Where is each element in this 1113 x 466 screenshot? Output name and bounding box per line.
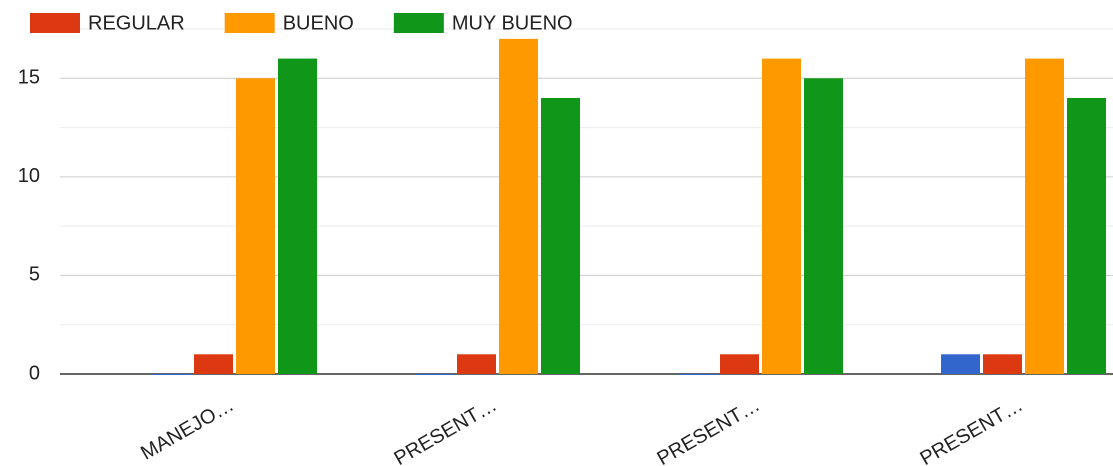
legend-label: REGULAR: [88, 12, 185, 34]
x-tick-label: PRESENT…: [391, 394, 501, 466]
legend-label: BUENO: [283, 12, 354, 34]
bar: [983, 354, 1022, 374]
legend-swatch: [224, 13, 275, 33]
y-tick-label: 15: [18, 67, 40, 89]
bar: [1025, 58, 1064, 374]
bar: [499, 38, 538, 374]
bar: [678, 374, 717, 375]
bar: [804, 78, 843, 375]
x-tick-label: PRESENT…: [917, 394, 1027, 466]
y-tick-label: 0: [29, 362, 40, 384]
bar: [415, 374, 454, 375]
bar: [194, 354, 233, 374]
x-tick-label: PRESENT…: [654, 394, 764, 466]
y-tick-label: 10: [18, 165, 40, 187]
bar: [457, 354, 496, 374]
bar: [541, 98, 580, 374]
bar: [941, 354, 980, 374]
y-tick-label: 5: [29, 264, 40, 286]
legend-label: MUY BUENO: [452, 12, 573, 34]
bar: [236, 78, 275, 375]
bar: [152, 374, 191, 375]
legend-swatch: [30, 13, 80, 33]
legend-swatch: [393, 13, 444, 33]
bar: [278, 58, 317, 374]
x-tick-label: MANEJO…: [137, 394, 237, 465]
bar: [762, 58, 801, 374]
bar: [720, 354, 759, 374]
bar: [1067, 98, 1106, 374]
